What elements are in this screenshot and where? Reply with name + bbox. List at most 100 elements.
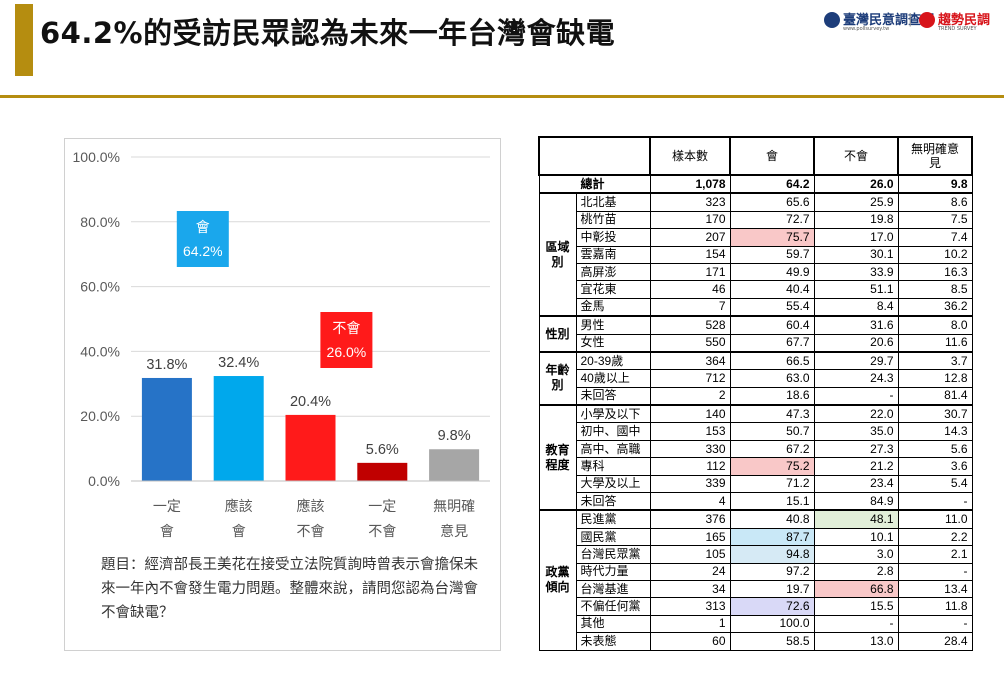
- table-cell: 27.3: [813, 439, 899, 459]
- table-cell: 81.4: [897, 386, 973, 406]
- table-cell: 22.0: [813, 404, 899, 424]
- y-tick-label: 40.0%: [80, 343, 120, 359]
- table-cell: -: [897, 614, 973, 634]
- y-tick-label: 100.0%: [73, 149, 120, 165]
- y-tick-label: 0.0%: [88, 473, 120, 489]
- table-cell: 153: [649, 422, 731, 441]
- table-cell: 26.0: [813, 173, 899, 195]
- table-cell: 24: [649, 562, 731, 581]
- table-cell: 7.4: [897, 228, 973, 247]
- table-cell: 2.8: [813, 562, 899, 581]
- table-cell: 72.7: [729, 210, 815, 230]
- row-label: 雲嘉南: [575, 245, 651, 264]
- annotation-box: [176, 211, 229, 267]
- y-tick-label: 60.0%: [80, 279, 120, 295]
- table-cell: 339: [649, 474, 731, 494]
- table-cell: 50.7: [729, 422, 815, 441]
- table-cell: 28.4: [897, 632, 973, 651]
- x-category-label: 一定: [153, 499, 181, 515]
- table-cell: 58.5: [729, 632, 815, 651]
- table-cell: -: [897, 492, 973, 511]
- trend-survey-logo-subtext: TREND SURVEY: [938, 26, 977, 32]
- table-cell: 60.4: [729, 315, 815, 335]
- row-label: 大學及以上: [575, 474, 651, 494]
- bar: [213, 376, 264, 481]
- table-cell: 66.5: [729, 350, 815, 371]
- table-row: 教育程度 小學及以下 140 47.3 22.0 30.7: [538, 404, 973, 511]
- group-label-text: 教育程度: [545, 442, 570, 472]
- table-cell: 154: [649, 245, 731, 264]
- logo-separator: |: [908, 12, 913, 27]
- row-label: 初中、國中: [575, 422, 651, 441]
- group-label-text: 區域別: [545, 239, 570, 269]
- table-cell: 376: [649, 509, 731, 529]
- table-cell: 11.0: [897, 509, 973, 529]
- table-cell: 7.5: [897, 210, 973, 230]
- table-row: 雲嘉南 154 59.7 30.1 10.2: [539, 245, 973, 264]
- bar-chart: 0.0%20.0%40.0%60.0%80.0%100.0%31.8%一定會32…: [73, 149, 490, 539]
- row-label: 民進黨: [575, 509, 651, 529]
- table-cell: 9.8: [897, 173, 973, 195]
- table-row: 其他 1 100.0- -: [539, 614, 973, 634]
- header-yes: 會: [729, 136, 815, 176]
- table-row: 台灣基進 34 19.7 66.8 13.4: [539, 579, 973, 599]
- table-cell: 31.6: [813, 315, 899, 335]
- x-category-label: 會: [160, 524, 174, 539]
- table-cell: 67.2: [729, 439, 815, 459]
- table-cell: 13.0: [813, 632, 899, 651]
- row-label: 桃竹苗: [575, 210, 651, 230]
- table-cell: 94.8: [729, 545, 815, 564]
- group-label-text: 性別: [545, 326, 570, 341]
- trend-survey-logo-text: 趨勢民調: [938, 13, 991, 28]
- table-cell: 8.4: [813, 297, 899, 317]
- table-cell: 20.6: [813, 333, 899, 353]
- table-corner-cell: [538, 136, 651, 176]
- row-label: 女性: [575, 333, 651, 353]
- table-cell: 2: [649, 386, 731, 406]
- table-row: 未回答 2 18.6-81.4: [539, 386, 973, 406]
- y-tick-label: 20.0%: [80, 408, 120, 424]
- table-cell: 15.5: [813, 597, 899, 616]
- row-label: 北北基: [575, 192, 651, 212]
- table-cell: 17.0: [813, 228, 899, 247]
- annotation-title: 會: [196, 220, 210, 236]
- x-category-label: 一定: [368, 499, 396, 515]
- table-cell: 47.3: [729, 404, 815, 424]
- row-label: 未表態: [575, 632, 651, 651]
- table-row: 金馬 7 55.4 8.4 36.2: [539, 297, 973, 317]
- bar-value-label: 32.4%: [218, 355, 259, 371]
- table-cell: 8.5: [897, 280, 973, 299]
- group-label: 性別: [538, 315, 577, 353]
- trend-survey-logo-icon: [919, 12, 935, 28]
- row-label: 40歲以上: [575, 369, 651, 388]
- bar-value-label: 5.6%: [366, 442, 399, 458]
- row-label: 國民黨: [575, 527, 651, 547]
- row-label: 金馬: [575, 297, 651, 317]
- table-cell: 33.9: [813, 262, 899, 282]
- table-row: 性別 男性 528 60.4 31.6 8.0: [538, 315, 973, 353]
- table-cell: 87.7: [729, 527, 815, 547]
- table-row: 台灣民眾黨 105 94.8 3.0 2.1: [539, 545, 973, 564]
- table-cell: 40.8: [729, 509, 815, 529]
- table-cell: 36.2: [897, 297, 973, 317]
- group-label: 區域別: [538, 192, 577, 317]
- table-row: 女性 550 67.7 20.6 11.6: [539, 333, 973, 353]
- table-cell: -: [813, 614, 899, 634]
- table-cell: 10.1: [813, 527, 899, 547]
- table-cell: 66.8: [813, 579, 899, 599]
- table-cell: 25.9: [813, 192, 899, 212]
- table-cell: 72.6: [729, 597, 815, 616]
- table-row-total: 總計 1,078 64.2 26.0 9.8: [538, 173, 973, 195]
- table-row: 初中、國中 153 50.7 35.0 14.3: [539, 422, 973, 441]
- bar-value-label: 31.8%: [146, 357, 187, 373]
- table-cell: 14.3: [897, 422, 973, 441]
- header-divider: [0, 95, 1004, 98]
- row-label: 男性: [575, 315, 651, 335]
- table-cell: 11.8: [897, 597, 973, 616]
- annotation-title: 不會: [332, 321, 360, 337]
- page-title: 64.2%的受訪民眾認為未來一年台灣會缺電: [40, 16, 616, 50]
- table-cell: 15.1: [729, 492, 815, 511]
- survey-question: 題目：經濟部長王美花在接受立法院質詢時曾表示會擔保未來一年內不會發生電力問題。整…: [101, 557, 478, 621]
- table-cell: 1,078: [649, 173, 731, 195]
- table-cell: 3.6: [897, 457, 973, 476]
